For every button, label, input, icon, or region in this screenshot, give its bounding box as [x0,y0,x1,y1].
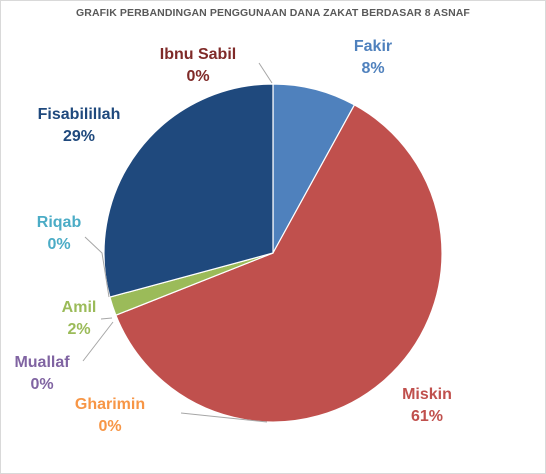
data-label-muallaf: Muallaf 0% [14,354,70,393]
data-label-name-muallaf: Muallaf [14,354,70,371]
data-label-name-amil: Amil [62,299,97,316]
data-label-percent-riqab: 0% [47,236,70,253]
data-label-name-ibnu-sabil: Ibnu Sabil [160,46,236,63]
data-label-fisabilillah: Fisabilillah 29% [38,106,121,145]
data-label-amil: Amil 2% [62,299,97,338]
leader-line-amil [100,317,113,320]
data-label-percent-gharimin: 0% [98,418,121,435]
data-label-percent-ibnu-sabil: 0% [186,68,209,85]
data-label-name-fakir: Fakir [354,38,392,55]
data-label-percent-muallaf: 0% [30,376,53,393]
data-label-percent-fakir: 8% [361,60,384,77]
pie-slice-miskin [115,104,443,423]
chart-title: GRAFIK PERBANDINGAN PENGGUNAAN DANA ZAKA… [76,7,470,19]
data-label-fakir: Fakir 8% [354,38,392,77]
leader-line-muallaf [82,321,114,362]
leader-line-ibnu-sabil [258,62,273,84]
data-label-gharimin: Gharimin 0% [75,396,145,435]
leader-line-gharimin [180,412,268,423]
data-label-name-fisabilillah: Fisabilillah [38,106,121,123]
data-label-miskin: Miskin 61% [402,386,452,425]
pie-slice-fisabilillah [103,83,274,298]
data-label-percent-fisabilillah: 29% [63,128,95,145]
data-label-percent-amil: 2% [67,321,90,338]
data-label-riqab: Riqab 0% [37,214,82,253]
data-label-name-riqab: Riqab [37,214,82,231]
data-label-ibnu-sabil: Ibnu Sabil 0% [160,46,236,85]
leader-line-riqab [84,236,110,298]
data-label-name-gharimin: Gharimin [75,396,145,413]
data-label-name-miskin: Miskin [402,386,452,403]
data-label-percent-miskin: 61% [411,408,443,425]
